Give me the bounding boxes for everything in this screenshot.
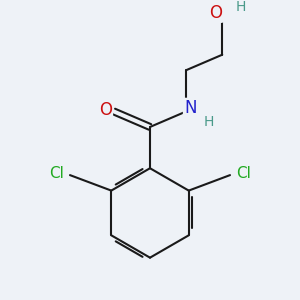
Text: O: O [209, 4, 222, 22]
Text: H: H [203, 115, 214, 129]
Text: N: N [184, 99, 197, 117]
Text: O: O [99, 101, 112, 119]
Text: H: H [236, 0, 246, 14]
Text: Cl: Cl [49, 166, 64, 181]
Text: Cl: Cl [236, 166, 251, 181]
